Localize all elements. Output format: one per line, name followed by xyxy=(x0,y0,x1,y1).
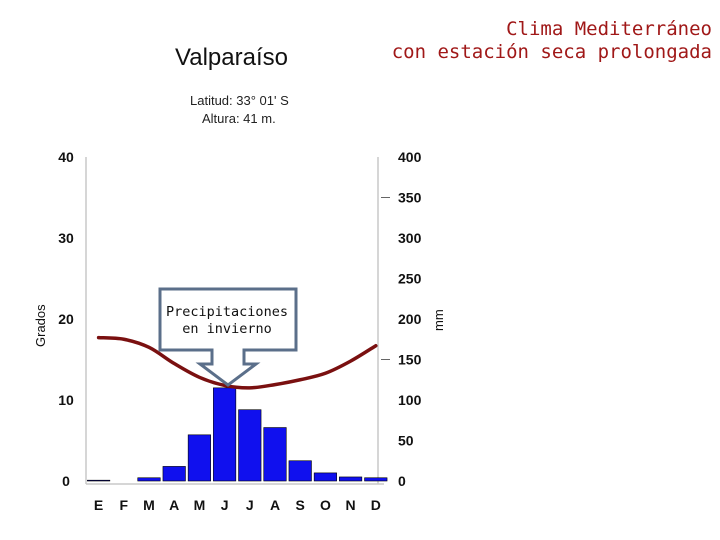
axes xyxy=(85,157,384,485)
x-tick-label: O xyxy=(320,497,331,513)
y2-tick-label: 400 xyxy=(398,149,422,165)
y2-tick-label: 300 xyxy=(398,230,422,246)
left-tick-labels: 0 10 20 30 40 xyxy=(58,149,74,489)
precipitation-bar xyxy=(364,477,388,482)
right-tick-labels: 0 50 100 150 200 250 300 350 400 xyxy=(381,149,422,489)
y-tick-label: 30 xyxy=(58,230,74,246)
precipitation-bar xyxy=(87,479,111,482)
headline-line-2: con estación seca prolongada xyxy=(391,41,712,63)
temperature-line xyxy=(96,335,378,390)
precipitation-bar xyxy=(162,466,186,482)
y-tick-label: 40 xyxy=(58,149,74,165)
x-tick-label: M xyxy=(194,497,206,513)
y-tick-label: 0 xyxy=(62,473,70,489)
x-tick-label: J xyxy=(221,497,229,513)
station-altitude: Altura: 41 m. xyxy=(202,111,276,126)
headline-line-1: Clima Mediterráneo xyxy=(506,18,712,40)
x-tick-label: A xyxy=(270,497,280,513)
precipitation-bar xyxy=(288,460,312,482)
precipitation-bar xyxy=(238,409,262,482)
callout: Precipitaciones en invierno xyxy=(158,287,298,387)
precipitation-bar xyxy=(263,427,287,482)
x-tick-label: A xyxy=(169,497,179,513)
y-tick-label: 20 xyxy=(58,311,74,327)
climate-headline: Clima Mediterráneo con estación seca pro… xyxy=(332,18,712,64)
precipitation-bar xyxy=(187,434,211,482)
precipitation-bar xyxy=(339,476,363,482)
y2-tick-label: 0 xyxy=(398,473,406,489)
callout-arrow-shape xyxy=(158,287,298,387)
station-latitude: Latitud: 33° 01' S xyxy=(190,93,289,108)
y2-tick-label: 250 xyxy=(398,271,422,287)
y-tick-label: 10 xyxy=(58,392,74,408)
temperature-series xyxy=(96,335,378,390)
x-tick-label: E xyxy=(94,497,103,513)
callout-line-1: Precipitaciones xyxy=(166,304,288,320)
y2-tick-label: 50 xyxy=(398,433,414,449)
callout-line-2: en invierno xyxy=(182,321,271,337)
x-tick-label: S xyxy=(296,497,305,513)
precipitation-bar xyxy=(137,477,161,482)
y2-tick-label: 150 xyxy=(398,352,422,368)
x-tick-label: J xyxy=(246,497,254,513)
y2-tick-label: 100 xyxy=(398,392,422,408)
x-tick-label: D xyxy=(371,497,381,513)
precipitation-bars xyxy=(87,387,388,482)
station-name: Valparaíso xyxy=(175,44,288,71)
y2-tick-label: 350 xyxy=(398,190,422,206)
y2-tick-label: 200 xyxy=(398,311,422,327)
x-tick-label: M xyxy=(143,497,155,513)
y2-axis-title: mm xyxy=(431,309,446,331)
y-axis-title: Grados xyxy=(33,304,48,347)
precipitation-bar xyxy=(313,472,337,482)
x-tick-label: N xyxy=(346,497,356,513)
x-tick-label: F xyxy=(120,497,129,513)
precipitation-bar xyxy=(213,387,237,482)
